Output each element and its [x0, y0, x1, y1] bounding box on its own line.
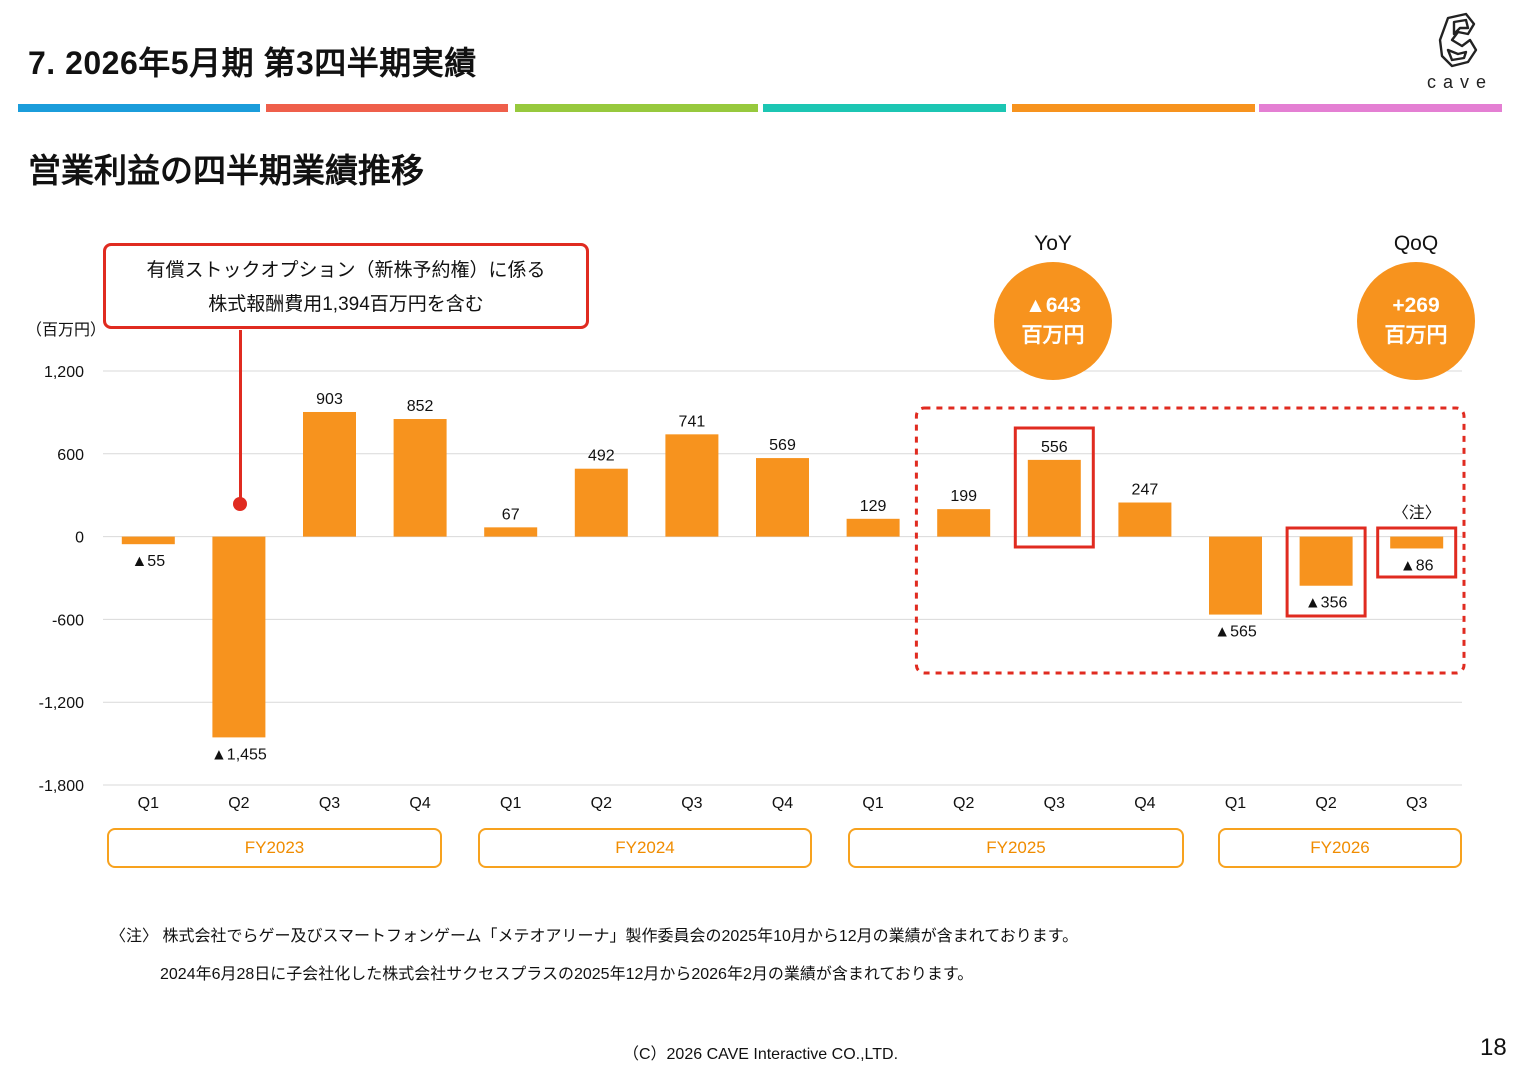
x-tick-label: Q2	[591, 795, 612, 812]
note-line-2: 2024年6月28日に子会社化した株式会社サクセスプラスの2025年12月から2…	[160, 966, 974, 983]
qoq-unit: 百万円	[1384, 324, 1448, 347]
fy2026-box: FY2026	[1218, 828, 1462, 868]
data-label: ▲86	[1400, 557, 1434, 574]
y-tick-label: -600	[52, 612, 84, 629]
section-title: 営業利益の四半期業績推移	[28, 152, 424, 189]
data-label: 129	[860, 498, 887, 515]
data-label: ▲1,455	[211, 746, 267, 763]
bar	[212, 536, 266, 738]
y-tick-label: 1,200	[44, 364, 84, 381]
x-tick-label: Q1	[1225, 795, 1246, 812]
data-label: 492	[588, 448, 615, 465]
highlight-fy2026-q2	[1285, 526, 1367, 618]
note-marker: 〈注〉	[1393, 504, 1441, 522]
callout-line-1: 有償ストックオプション（新株予約権）に係る	[146, 260, 546, 281]
bar	[756, 458, 809, 537]
callout-dot	[233, 497, 247, 511]
bar	[1118, 502, 1172, 537]
page-number: 18	[1480, 1034, 1507, 1061]
comparison-region-frame	[914, 406, 1466, 675]
color-bar-green	[515, 104, 758, 112]
highlight-fy2026-q3	[1376, 526, 1458, 579]
x-tick-label: Q1	[138, 795, 159, 812]
data-label: ▲565	[1214, 624, 1257, 641]
yoy-title: YoY	[1034, 232, 1072, 255]
company-logo: cave	[1418, 10, 1502, 96]
cave-logo-icon	[1438, 12, 1478, 68]
x-tick-label: Q3	[681, 795, 702, 812]
color-bar-red	[266, 104, 508, 112]
copyright-footer: （C）2026 CAVE Interactive CO.,LTD.	[622, 1046, 899, 1063]
bar	[303, 411, 356, 537]
y-tick-label: 0	[75, 530, 84, 547]
x-tick-label: Q3	[1044, 795, 1065, 812]
yoy-badge: ▲643 百万円	[994, 262, 1112, 380]
bar	[1390, 536, 1444, 549]
y-tick-label: 600	[57, 447, 84, 464]
bar	[574, 468, 628, 537]
bar	[393, 419, 447, 537]
callout-line-2: 株式報酬費用1,394百万円を含む	[208, 294, 484, 315]
x-tick-label: Q4	[409, 795, 430, 812]
qoq-badge: +269 百万円	[1357, 262, 1475, 380]
y-tick-label: -1,800	[39, 778, 84, 795]
yoy-value: ▲643	[1025, 294, 1081, 317]
color-bar-pink	[1259, 104, 1502, 112]
yoy-unit: 百万円	[1021, 324, 1085, 347]
bar	[1027, 459, 1081, 537]
data-label: 903	[316, 391, 343, 408]
x-tick-label: Q4	[1134, 795, 1155, 812]
note-line-1: 〈注〉 株式会社でらゲー及びスマートフォンゲーム「メテオアリーナ」製作委員会の2…	[110, 928, 1079, 945]
bar	[1299, 536, 1353, 586]
highlight-fy2025-q3	[1013, 426, 1095, 549]
color-bar-orange	[1012, 104, 1255, 112]
bar	[937, 509, 991, 537]
x-tick-label: Q3	[319, 795, 340, 812]
fy2023-box: FY2023	[107, 828, 442, 868]
bar	[121, 536, 175, 545]
fy2025-box: FY2025	[848, 828, 1184, 868]
operating-profit-chart: 1,200 600 0 -600 -1,200 -1,800 ▲55 Q1 ▲1,455 Q2 90…	[39, 364, 1466, 812]
data-label: ▲356	[1305, 595, 1348, 612]
page-title: 7. 2026年5月期 第3四半期実績	[28, 45, 477, 81]
qoq-value: +269	[1392, 294, 1440, 317]
data-label: 569	[769, 437, 796, 454]
fy2024-box: FY2024	[478, 828, 812, 868]
stock-option-callout: 有償ストックオプション（新株予約権）に係る 株式報酬費用1,394百万円を含む	[103, 243, 589, 329]
data-label: 852	[407, 398, 434, 415]
data-label: 741	[679, 413, 706, 430]
x-tick-label: Q2	[228, 795, 249, 812]
data-label: 556	[1041, 439, 1068, 456]
color-bar-blue	[18, 104, 260, 112]
logo-text: cave	[1426, 72, 1494, 92]
x-tick-label: Q1	[862, 795, 883, 812]
data-label: 199	[950, 488, 977, 505]
bar	[484, 527, 538, 537]
y-axis-unit-label: （百万円）	[26, 322, 107, 339]
bar	[1209, 536, 1262, 615]
x-tick-label: Q1	[500, 795, 521, 812]
data-label: ▲55	[131, 553, 165, 570]
color-bar-teal	[763, 104, 1006, 112]
x-tick-label: Q3	[1406, 795, 1427, 812]
qoq-title: QoQ	[1393, 232, 1439, 255]
x-tick-label: Q2	[1315, 795, 1336, 812]
data-label: 67	[502, 506, 520, 523]
data-label: 247	[1132, 482, 1159, 499]
bar	[846, 518, 900, 537]
x-tick-label: Q2	[953, 795, 974, 812]
y-tick-label: -1,200	[39, 695, 84, 712]
x-tick-label: Q4	[772, 795, 793, 812]
callout-connector	[239, 330, 242, 500]
bar	[665, 434, 719, 537]
